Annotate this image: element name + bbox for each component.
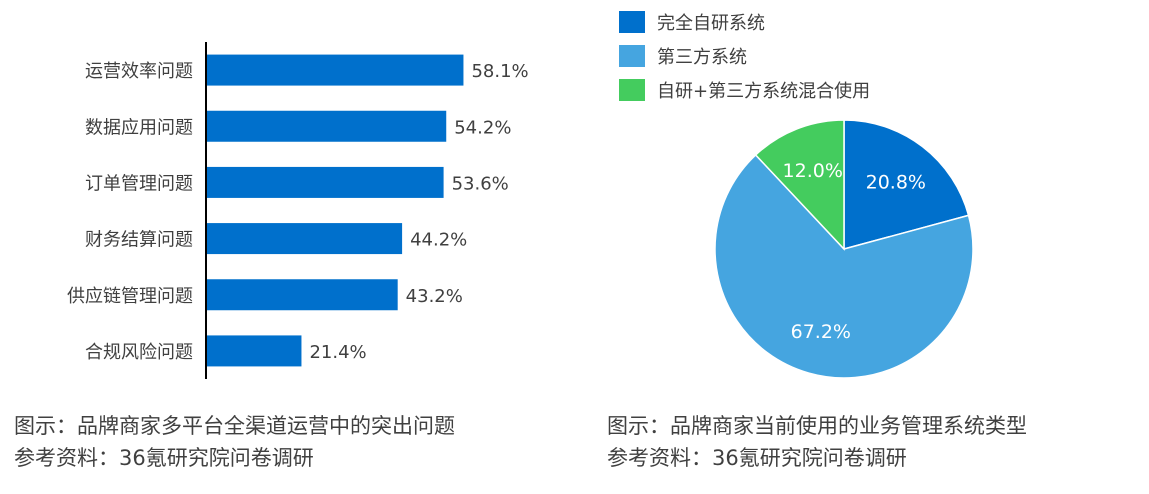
pie-slice [843, 119, 970, 250]
category-label: 数据应用问题 [85, 117, 193, 138]
slice-label: 20.8% [866, 171, 926, 193]
legend-swatch [619, 79, 645, 101]
pie-chart: 20.8% 67.2% 12.0% [714, 119, 974, 379]
caption-title: 图示：品牌商家当前使用的业务管理系统类型 [607, 414, 1027, 438]
data-label: 53.6% [452, 173, 509, 194]
bar [207, 110, 447, 142]
bar-chart-caption: 图示：品牌商家多平台全渠道运营中的突出问题 参考资料：36氪研究院问卷调研 [14, 410, 455, 474]
legend-label: 第三方系统 [657, 47, 747, 68]
slice-label: 67.2% [791, 321, 851, 343]
bar [207, 279, 398, 311]
bar [207, 166, 444, 198]
category-label: 订单管理问题 [85, 173, 193, 194]
data-label: 58.1% [471, 61, 528, 82]
data-label: 44.2% [410, 230, 467, 251]
bar [207, 335, 302, 367]
category-label: 合规风险问题 [85, 342, 193, 363]
caption-source: 参考资料：36氪研究院问卷调研 [14, 446, 314, 470]
bar [207, 223, 403, 255]
legend-item: 自研+第三方系统混合使用 [619, 73, 870, 107]
pie-chart-caption: 图示：品牌商家当前使用的业务管理系统类型 参考资料：36氪研究院问卷调研 [607, 410, 1027, 474]
category-label: 供应链管理问题 [67, 286, 193, 307]
bar [207, 54, 464, 86]
data-label: 43.2% [406, 286, 463, 307]
caption-source: 参考资料：36氪研究院问卷调研 [607, 446, 907, 470]
data-label: 54.2% [454, 117, 511, 138]
legend-item: 第三方系统 [619, 39, 870, 73]
pie-legend: 完全自研系统 第三方系统 自研+第三方系统混合使用 [619, 5, 870, 107]
legend-label: 完全自研系统 [657, 13, 765, 34]
caption-title: 图示：品牌商家多平台全渠道运营中的突出问题 [14, 414, 455, 438]
legend-item: 完全自研系统 [619, 5, 870, 39]
pie-slice [714, 153, 974, 379]
bar-chart: 运营效率问题 58.1% 数据应用问题 54.2% 订单管理问题 53.6% 财务结算问题 4… [67, 42, 529, 379]
legend-label: 自研+第三方系统混合使用 [657, 81, 871, 102]
legend-swatch [619, 11, 645, 33]
data-label: 21.4% [309, 342, 366, 363]
pie-slice [754, 119, 845, 251]
legend-swatch [619, 45, 645, 67]
category-label: 运营效率问题 [85, 61, 193, 82]
slice-label: 12.0% [783, 160, 843, 182]
category-label: 财务结算问题 [85, 230, 193, 251]
